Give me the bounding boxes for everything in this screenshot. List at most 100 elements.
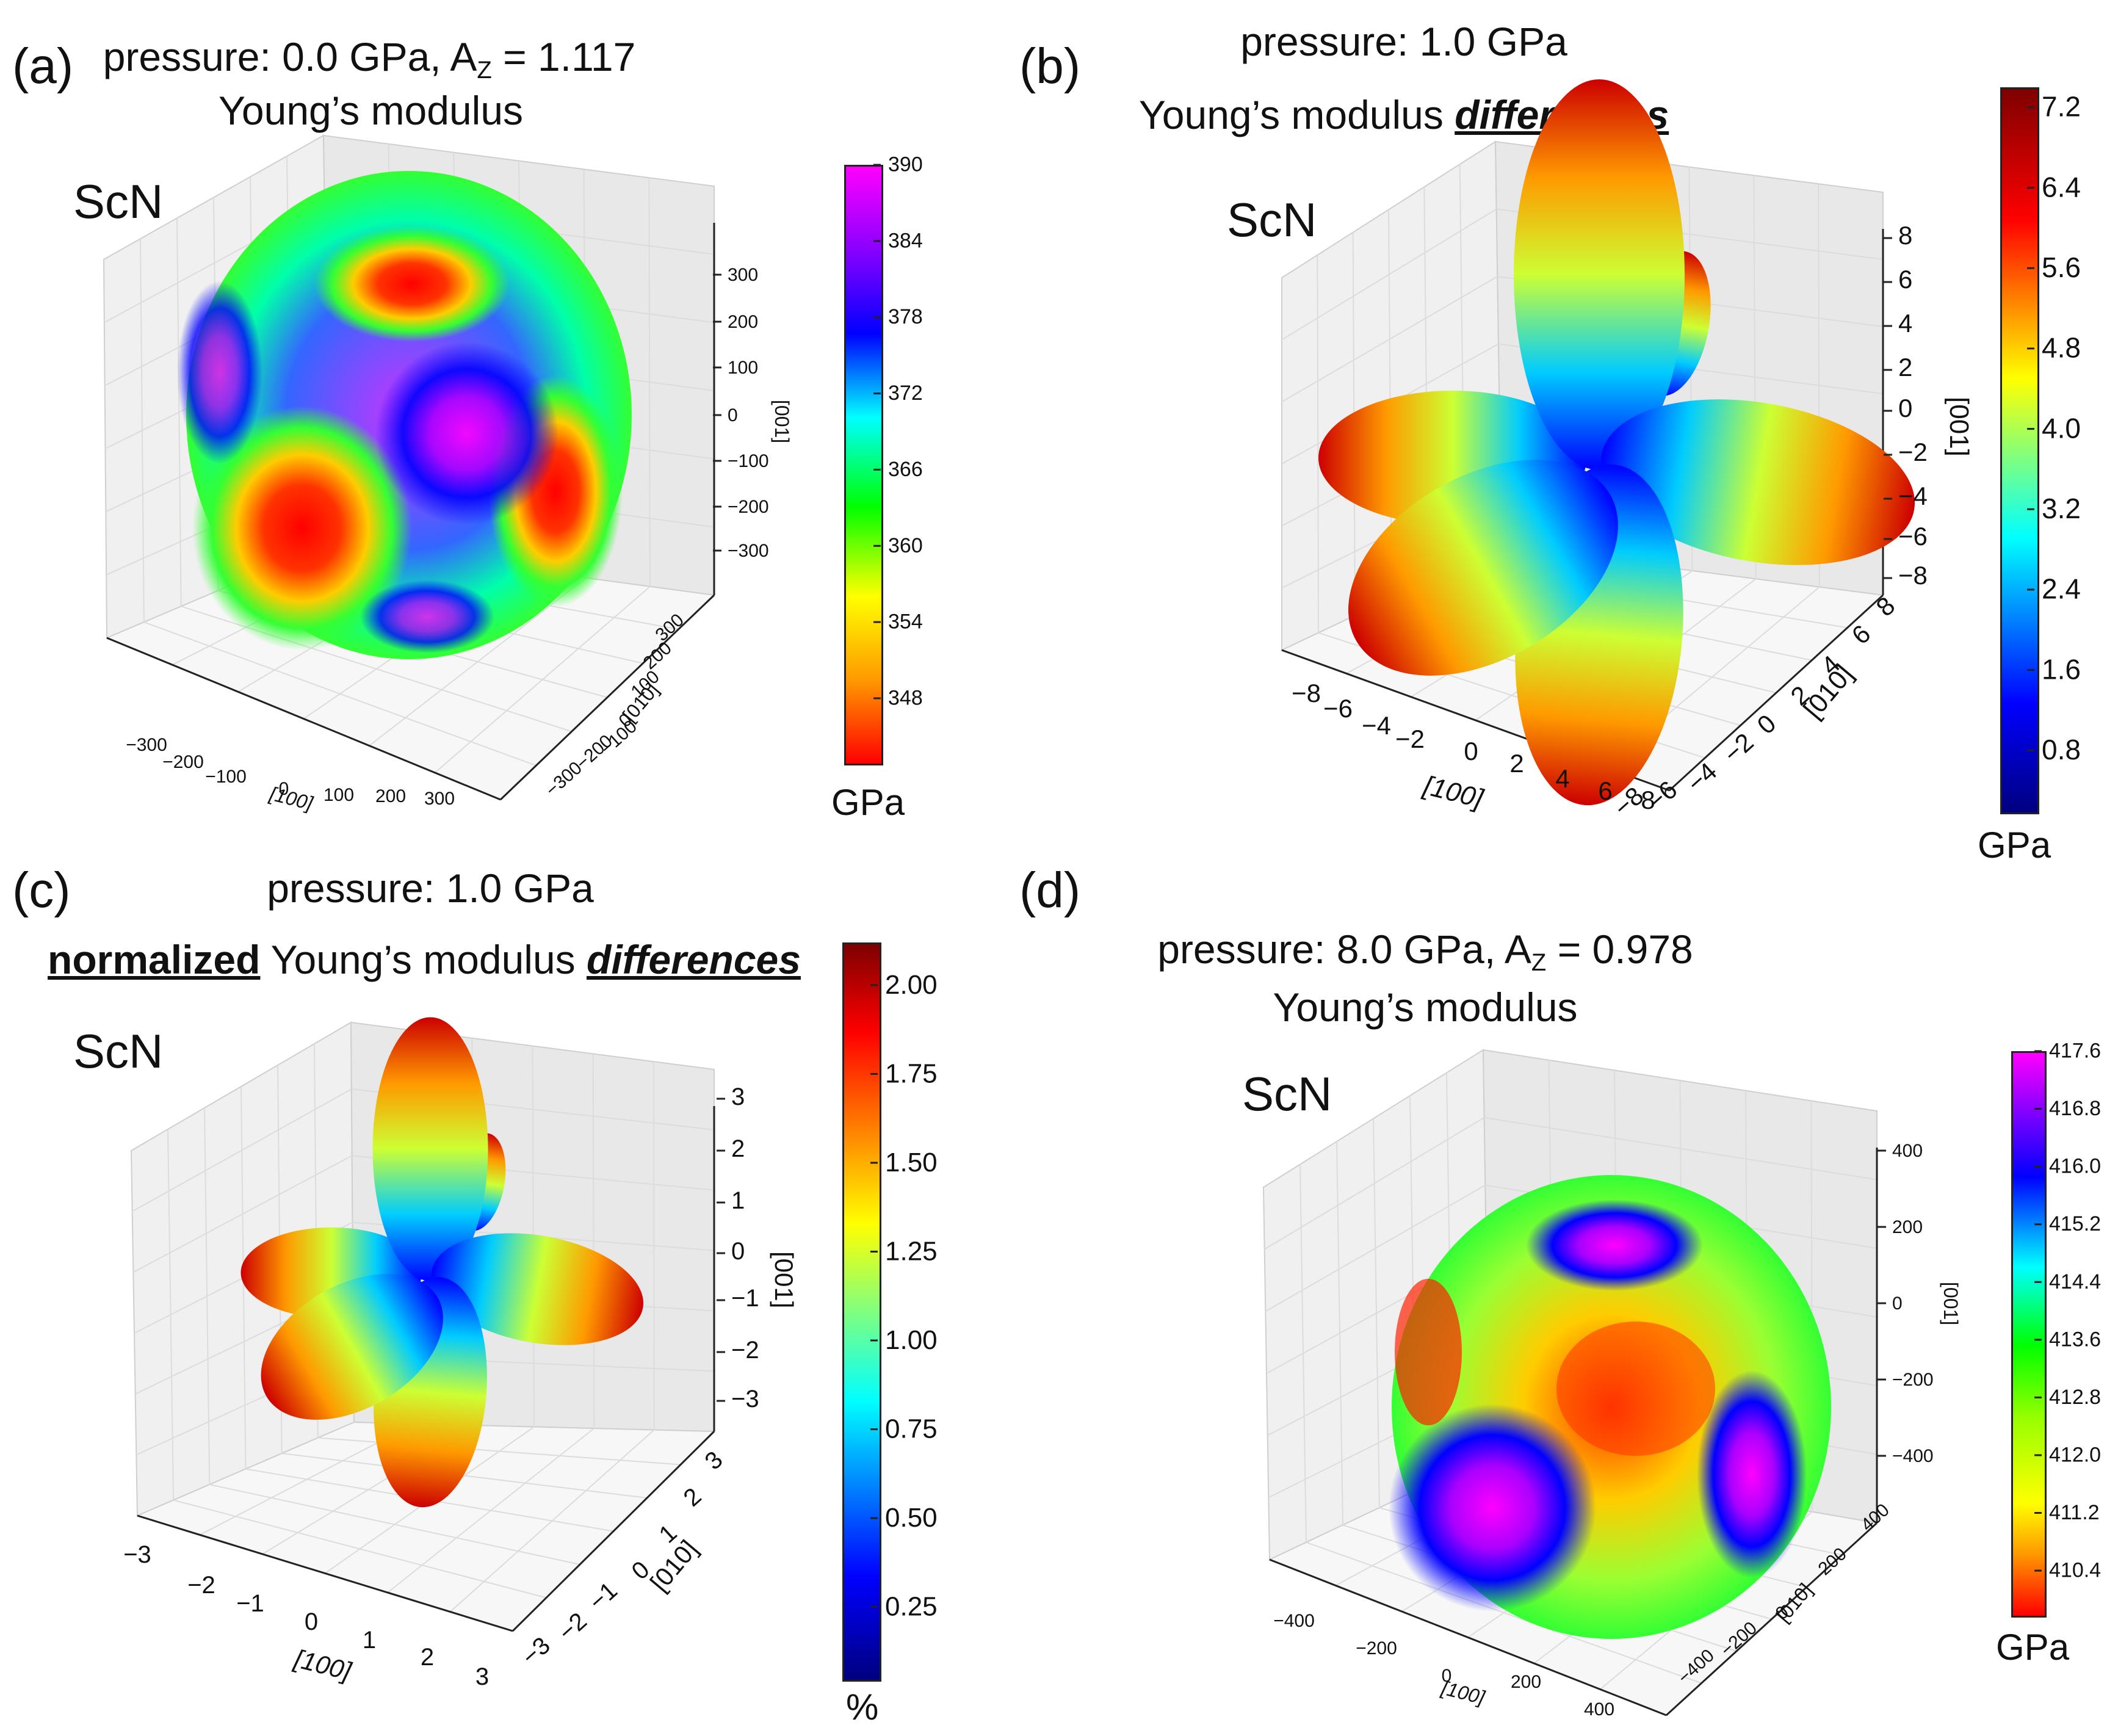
x-tick-label: 2 (1509, 749, 1523, 778)
z-tick-label: 8 (1898, 221, 1912, 250)
x-tick-label: −1 (236, 1590, 264, 1617)
panel-b: (b) pressure: 1.0 GPa Young’s modulus di… (1019, 0, 2118, 868)
colorbar-tick-label: 384 (888, 229, 923, 252)
colorbar-tick-label: 1.6 (2042, 653, 2081, 685)
colorbar-tick-label: 5.6 (2042, 251, 2081, 283)
title-pressure: pressure: 8.0 GPa, A (1157, 927, 1531, 972)
z-tick-label: −100 (728, 451, 769, 471)
z-tick-label: 0 (1898, 394, 1912, 422)
z-tick-label: 300 (728, 265, 758, 285)
x-tick-label: 200 (1511, 1672, 1541, 1692)
surface-high-region (177, 281, 262, 464)
x-axis-line (1269, 1558, 1667, 1716)
colorbar-tick-label: 1.00 (885, 1325, 938, 1355)
z-tick-label: 100 (728, 358, 758, 378)
colorbar-tick-label: 4.0 (2042, 412, 2081, 444)
y-axis-label: [010] (645, 1535, 703, 1597)
colorbar (2011, 1051, 2047, 1618)
y-axis-line (1665, 1522, 1878, 1716)
colorbar-tick-label: 412.0 (2049, 1443, 2101, 1466)
subtitle-text: Young’s modulus (260, 937, 587, 982)
x-tick-label: 3 (475, 1663, 489, 1690)
colorbar-tick-label: 3.2 (2042, 493, 2081, 524)
z-tick-label: −300 (728, 541, 769, 561)
colorbar-tick-label: 416.0 (2049, 1155, 2101, 1178)
x-tick-label: −300 (126, 735, 167, 755)
surface-lobe (431, 1233, 644, 1345)
x-tick-label: −100 (205, 767, 247, 787)
x-tick-label: −4 (1362, 711, 1391, 740)
x-tick-label: 200 (375, 786, 406, 806)
colorbar-tick-label: 372 (888, 382, 923, 405)
y-tick-label: −2 (554, 1607, 592, 1646)
panel-label: (c) (12, 863, 71, 918)
surface-lobe (1348, 460, 1618, 676)
title-pressure: pressure: 0.0 GPa, A (103, 34, 477, 79)
y-tick-label: 2 (679, 1483, 707, 1512)
z-axis-label: [001] (771, 400, 793, 443)
x-tick-label: −8 (1292, 679, 1321, 707)
y-tick-label: −3 (517, 1632, 555, 1670)
z-tick-label: 2 (731, 1135, 745, 1162)
z-tick-label: −3 (731, 1386, 759, 1412)
x-tick-label: −2 (187, 1572, 215, 1599)
x-axis-line (137, 1514, 513, 1632)
colorbar-tick-label: 413.6 (2049, 1328, 2101, 1351)
surface-lobe (372, 1017, 488, 1281)
surface-low-lobe (314, 226, 510, 342)
z-tick-label: −200 (728, 497, 769, 517)
z-tick-label: −8 (1898, 561, 1928, 590)
x-tick-label: −2 (1395, 725, 1425, 753)
title-anisotropy: = 0.978 (1546, 927, 1693, 972)
x-tick-label: 400 (1584, 1699, 1614, 1720)
x-tick-label: −400 (1273, 1611, 1315, 1631)
x-tick-label: 100 (323, 785, 354, 805)
x-tick-label: −6 (1323, 694, 1353, 723)
x-axis-label: [100] (267, 783, 316, 815)
panel-a: (a) pressure: 0.0 GPa, AZ = 1.117 Young’… (0, 0, 1059, 868)
x-tick-label: −3 (123, 1541, 151, 1568)
panel-c: (c) pressure: 1.0 GPa normalized Young’s… (0, 863, 1059, 1736)
z-tick-label: −1 (731, 1285, 759, 1312)
y-tick-label: 0 (1752, 709, 1782, 740)
panel-title: pressure: 1.0 GPa (1240, 19, 1567, 64)
colorbar-tick-label: 2.4 (2042, 573, 2081, 605)
material-label: ScN (73, 175, 164, 228)
colorbar-tick-label: 1.25 (885, 1236, 938, 1266)
x-axis-label: [100] (291, 1644, 355, 1686)
z-tick-label: −200 (1892, 1370, 1934, 1390)
colorbar-tick-label: 354 (888, 610, 923, 634)
panel-label: (b) (1019, 38, 1081, 94)
z-tick-label: 400 (1892, 1141, 1923, 1161)
z-tick-label: 0 (728, 405, 738, 425)
colorbar-tick-label: 411.2 (2049, 1501, 2100, 1524)
x-tick-label: −200 (162, 752, 204, 772)
colorbar-tick-label: 7.2 (2042, 91, 2081, 123)
z-tick-label: −4 (1898, 482, 1928, 510)
z-tick-label: 4 (1898, 309, 1912, 338)
x-tick-label: 0 (279, 779, 289, 799)
z-tick-label: −6 (1898, 522, 1928, 551)
material-label: ScN (1242, 1067, 1332, 1121)
y-axis-line (1668, 594, 1884, 792)
surface-high-lobe (1526, 1199, 1703, 1291)
panel-title: pressure: 8.0 GPa, AZ = 0.978 (1059, 926, 1791, 977)
title-subscript: Z (477, 57, 492, 84)
surface-lobe (1514, 79, 1685, 470)
colorbar-tick-label: 412.8 (2049, 1386, 2101, 1409)
surface-high-region (375, 342, 558, 525)
surface-low-region (1556, 1322, 1715, 1456)
x-tick-label: 8 (1641, 786, 1655, 814)
subtitle-bold: normalized (48, 937, 261, 982)
panel-d: (d) pressure: 8.0 GPa, AZ = 0.978 Young’… (1019, 863, 2118, 1736)
colorbar-tick-label: 416.8 (2049, 1097, 2101, 1120)
colorbar-tick-label: 6.4 (2042, 171, 2081, 203)
y-tick-label: −1 (584, 1577, 623, 1615)
title-anisotropy: = 1.117 (491, 34, 636, 79)
y-axis-line (511, 1430, 715, 1632)
colorbar-unit: % (846, 1687, 879, 1727)
colorbar-tick-label: 348 (888, 686, 923, 709)
y-axis-line (499, 594, 715, 801)
x-tick-label: 2 (421, 1644, 434, 1671)
z-axis-label: [001] (1940, 1282, 1962, 1325)
